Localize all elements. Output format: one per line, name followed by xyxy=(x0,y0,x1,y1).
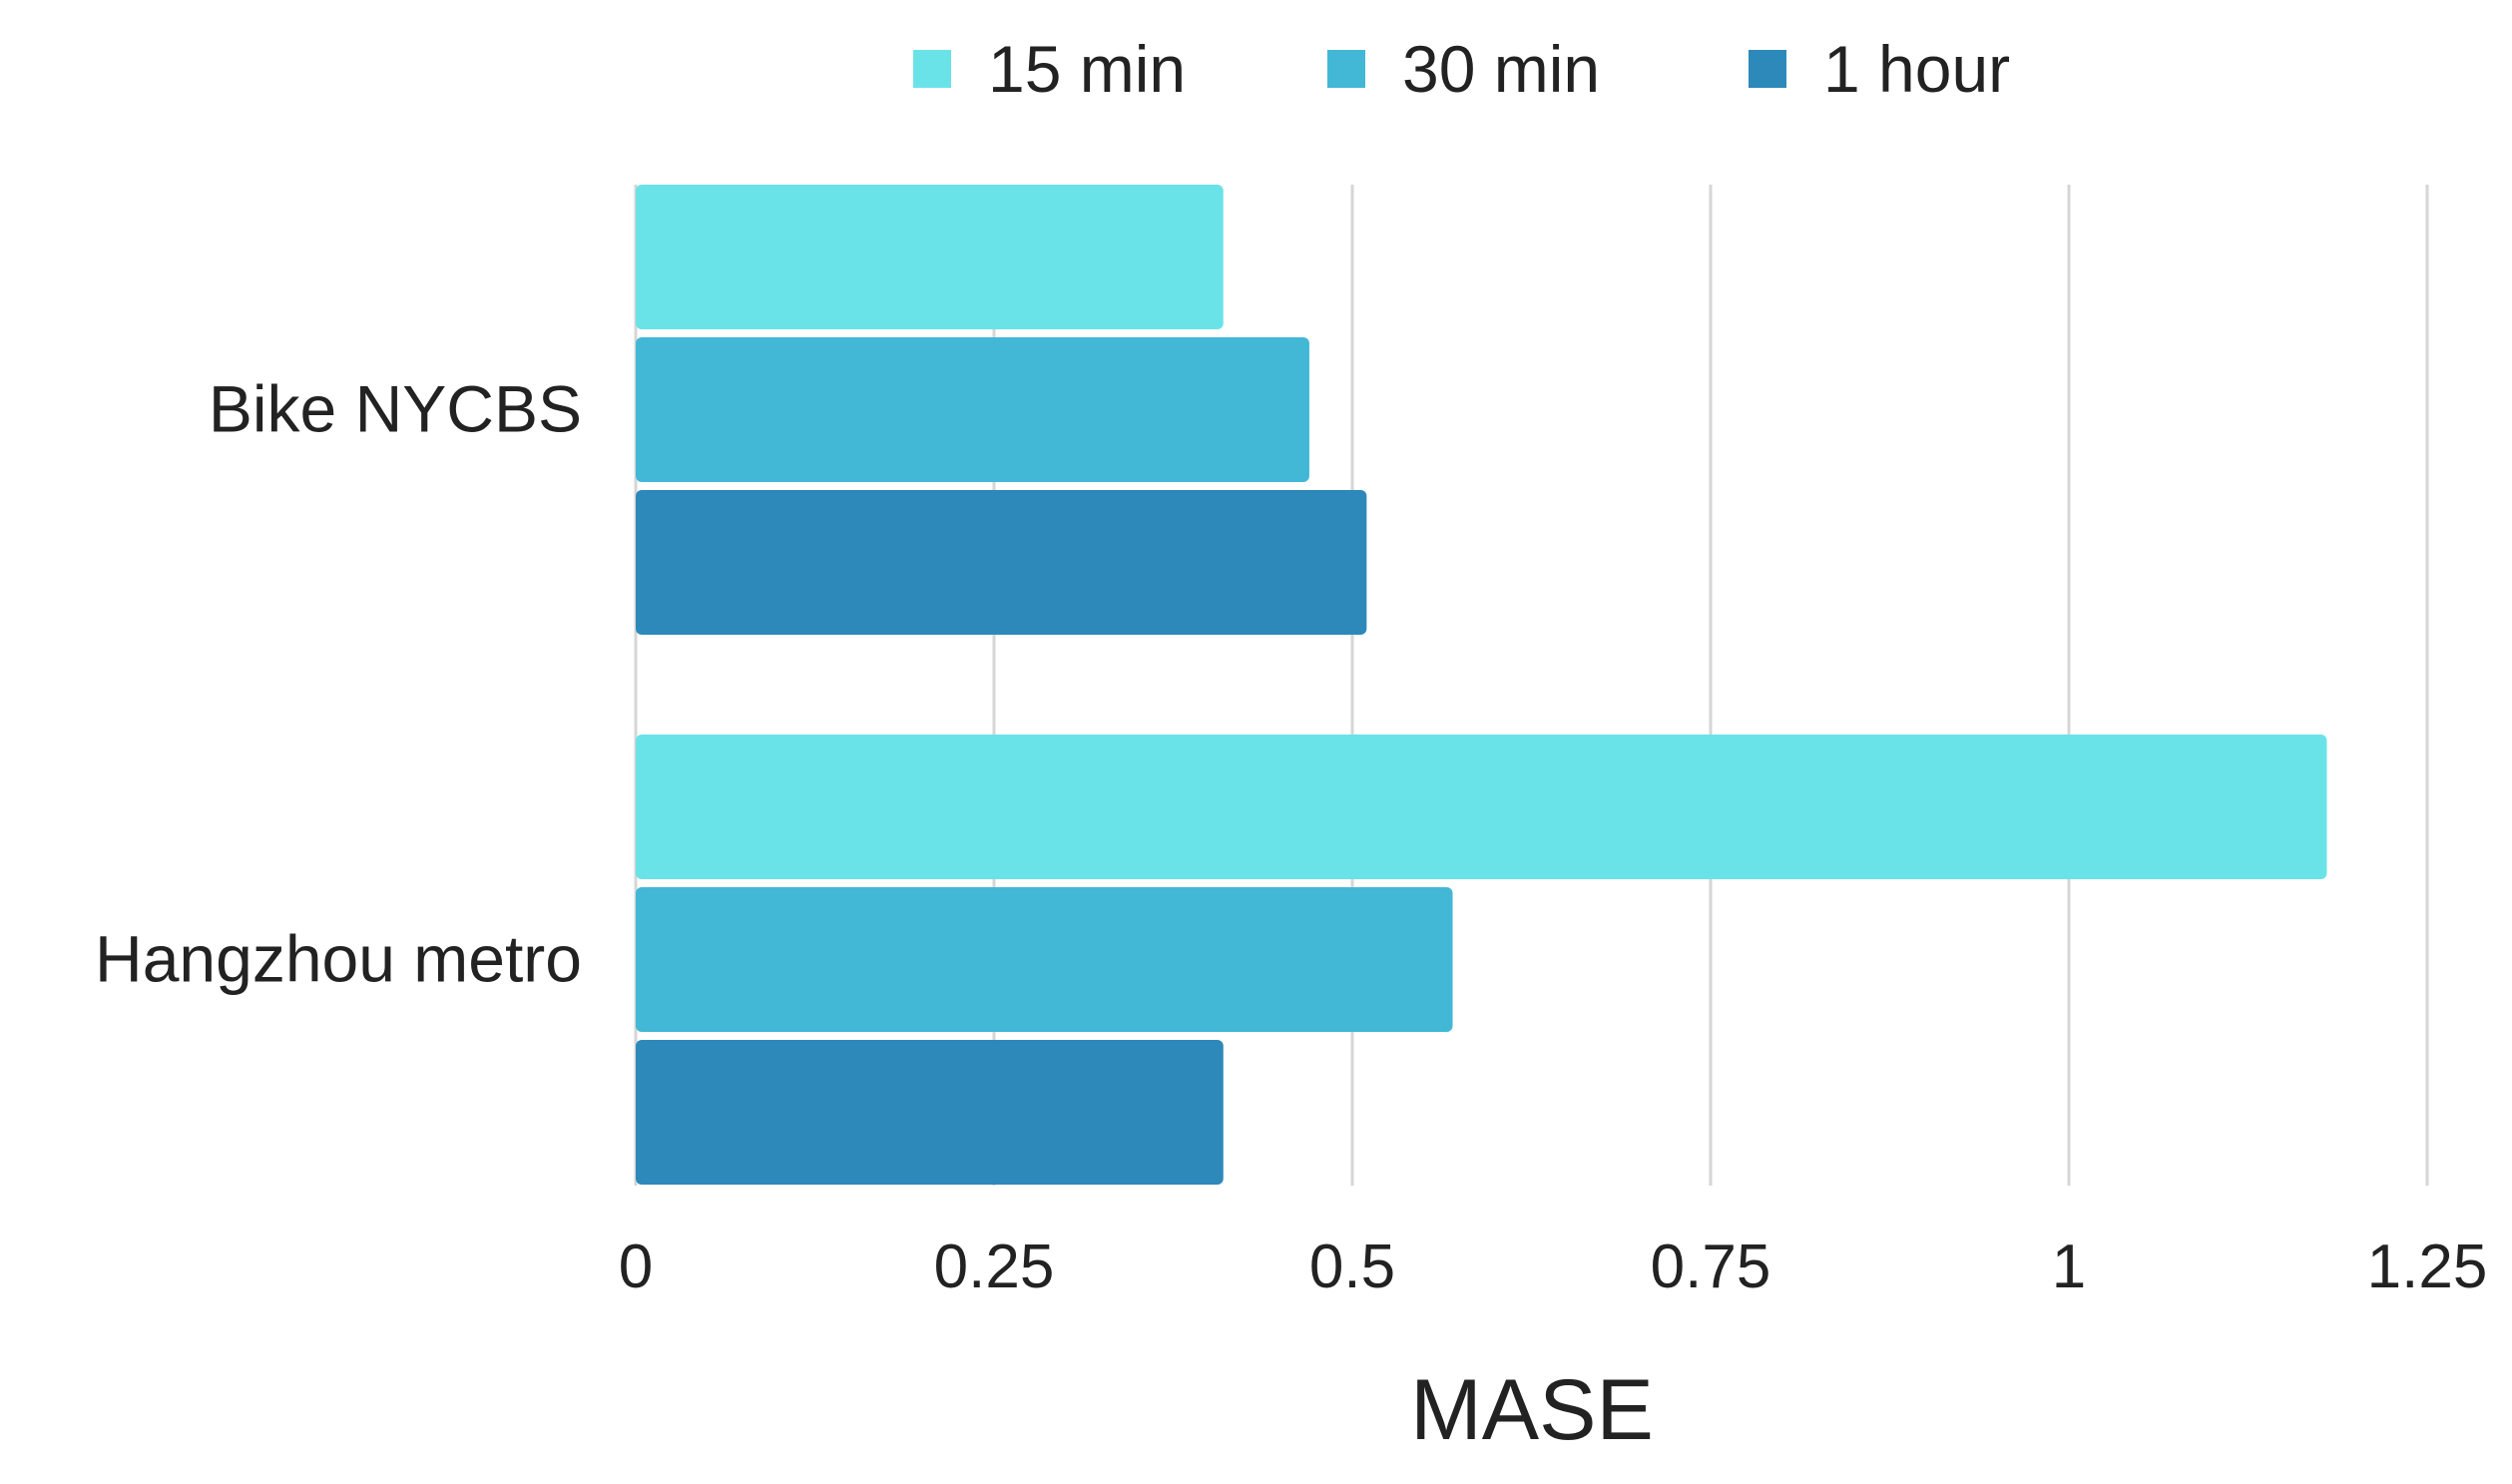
legend-swatch xyxy=(913,50,951,88)
category-label: Hangzhou metro xyxy=(95,922,582,996)
x-tick-label: 0.25 xyxy=(934,1233,1055,1301)
x-tick-label: 0 xyxy=(619,1233,653,1301)
x-tick-label: 1.25 xyxy=(2367,1233,2488,1301)
x-axis-label: MASE xyxy=(1410,1362,1654,1458)
gridlines xyxy=(634,185,2429,1186)
legend-label: 1 hour xyxy=(1823,32,2010,106)
legend-swatch xyxy=(1327,50,1365,88)
bars xyxy=(636,185,2327,1185)
x-tick-label: 1 xyxy=(2052,1233,2086,1301)
bar-hangzhou-metro-1-hour xyxy=(636,1040,1224,1185)
bar-hangzhou-metro-15-min xyxy=(636,735,2327,879)
category-labels: Bike NYCBS Hangzhou metro xyxy=(95,372,582,996)
bar-hangzhou-metro-30-min xyxy=(636,887,1453,1032)
category-label: Bike NYCBS xyxy=(209,372,582,446)
bar-bike-nycbs-30-min xyxy=(636,337,1309,482)
x-tick-label: 0.75 xyxy=(1651,1233,1771,1301)
legend-label: 15 min xyxy=(988,32,1186,106)
bar-bike-nycbs-1-hour xyxy=(636,490,1367,635)
legend-label: 30 min xyxy=(1402,32,1600,106)
legend-swatch xyxy=(1749,50,1786,88)
x-tick-labels: 0 0.25 0.5 0.75 1 1.25 xyxy=(619,1233,2488,1301)
x-tick-label: 0.5 xyxy=(1309,1233,1395,1301)
legend: 15 min 30 min 1 hour xyxy=(913,32,2010,106)
bar-bike-nycbs-15-min xyxy=(636,185,1224,329)
